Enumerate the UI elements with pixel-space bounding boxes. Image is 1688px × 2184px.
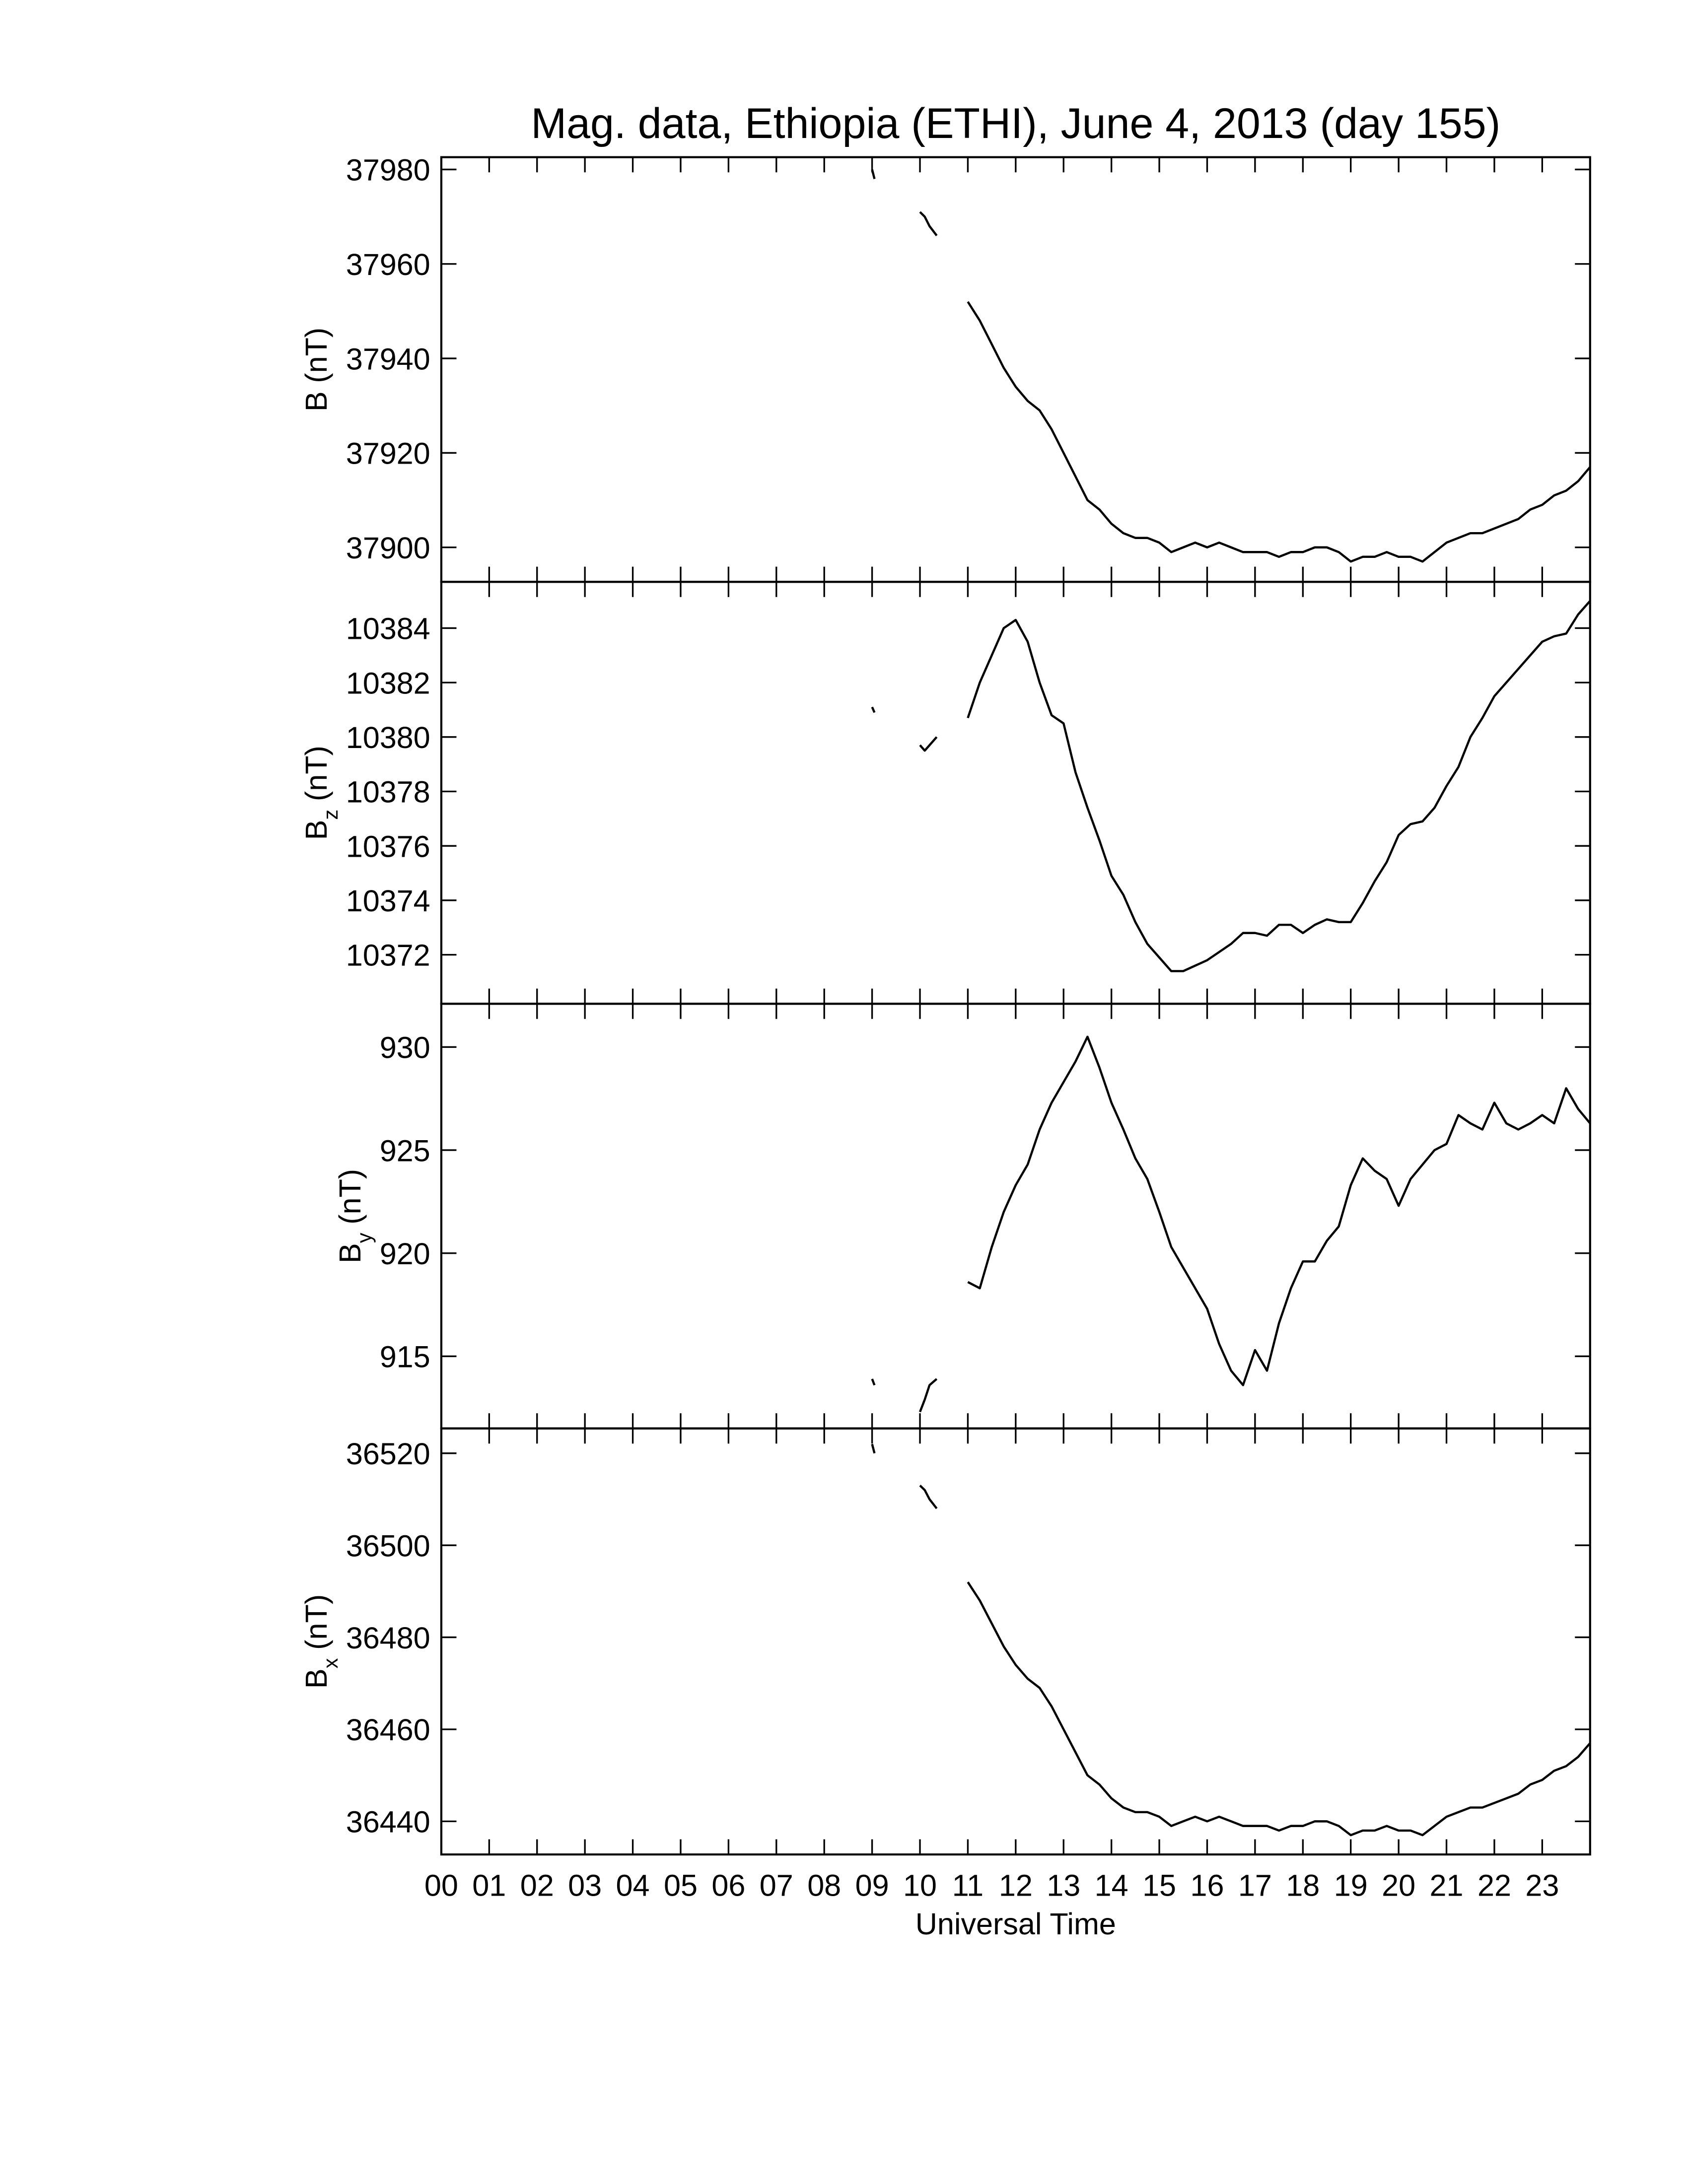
y-label-subscript: x — [319, 1658, 342, 1668]
y-tick-label: 10376 — [346, 829, 430, 863]
y-tick-label: 36500 — [346, 1529, 430, 1563]
y-tick-label: 36440 — [346, 1805, 430, 1839]
x-tick-label: 03 — [568, 1868, 602, 1902]
x-tick-label: 11 — [952, 1868, 984, 1902]
y-label-unit: (nT) — [299, 328, 333, 383]
y-axis-label: By (nT) — [333, 1169, 376, 1263]
y-tick-label: 920 — [380, 1237, 430, 1271]
data-line — [871, 1035, 1591, 1413]
y-tick-label: 10378 — [346, 775, 430, 809]
y-tick-label: 37980 — [346, 153, 430, 187]
y-tick-label: 10372 — [346, 939, 430, 972]
data-line — [871, 1443, 1591, 1837]
x-tick-label: 17 — [1238, 1868, 1272, 1902]
data-line — [871, 600, 1591, 972]
y-tick-label: 36480 — [346, 1621, 430, 1655]
x-tick-label: 13 — [1047, 1868, 1080, 1902]
x-tick-label: 15 — [1142, 1868, 1176, 1902]
x-tick-label: 00 — [424, 1868, 458, 1902]
y-axis-label: Bx (nT) — [299, 1594, 342, 1689]
y-label-unit: (nT) — [333, 1169, 367, 1225]
y-tick-label: 37920 — [346, 437, 430, 471]
y-tick-label: 36460 — [346, 1713, 430, 1747]
y-tick-label: 10380 — [346, 721, 430, 754]
y-tick-label: 915 — [380, 1340, 430, 1374]
x-tick-label: 06 — [711, 1868, 745, 1902]
x-tick-label: 08 — [807, 1868, 841, 1902]
y-label-subscript: z — [319, 810, 342, 820]
y-tick-label: 36520 — [346, 1437, 430, 1471]
y-tick-label: 925 — [380, 1134, 430, 1167]
y-label-symbol: B — [299, 391, 333, 411]
y-label-subscript: y — [352, 1232, 376, 1243]
x-tick-label: 04 — [616, 1868, 650, 1902]
x-tick-label: 01 — [472, 1868, 506, 1902]
y-tick-label: 37960 — [346, 248, 430, 281]
x-tick-label: 14 — [1095, 1868, 1128, 1902]
x-tick-label: 21 — [1430, 1868, 1464, 1902]
y-label-symbol: B — [333, 1243, 367, 1263]
y-tick-label: 37940 — [346, 342, 430, 376]
x-tick-label: 23 — [1525, 1868, 1559, 1902]
x-tick-label: 09 — [855, 1868, 889, 1902]
chart-title: Mag. data, Ethiopia (ETHI), June 4, 2013… — [531, 100, 1500, 147]
y-tick-label: 10384 — [346, 612, 430, 646]
x-axis-label: Universal Time — [915, 1907, 1116, 1941]
x-tick-label: 20 — [1382, 1868, 1415, 1902]
data-line — [871, 169, 1591, 563]
y-tick-label: 37900 — [346, 531, 430, 565]
x-tick-label: 22 — [1477, 1868, 1511, 1902]
y-tick-label: 10382 — [346, 666, 430, 700]
y-label-symbol: B — [299, 820, 333, 840]
y-tick-label: 930 — [380, 1031, 430, 1065]
x-tick-label: 07 — [760, 1868, 793, 1902]
x-tick-label: 16 — [1190, 1868, 1224, 1902]
y-axis-label: B (nT) — [299, 328, 333, 411]
y-label-symbol: B — [299, 1668, 333, 1689]
x-tick-label: 05 — [664, 1868, 698, 1902]
y-label-unit: (nT) — [299, 746, 333, 801]
y-tick-label: 10374 — [346, 884, 430, 918]
x-tick-label: 02 — [520, 1868, 554, 1902]
x-tick-label: 12 — [999, 1868, 1033, 1902]
y-label-unit: (nT) — [299, 1594, 333, 1650]
x-tick-label: 19 — [1334, 1868, 1368, 1902]
y-axis-label: Bz (nT) — [299, 746, 342, 840]
x-tick-label: 18 — [1286, 1868, 1320, 1902]
x-tick-label: 10 — [903, 1868, 937, 1902]
